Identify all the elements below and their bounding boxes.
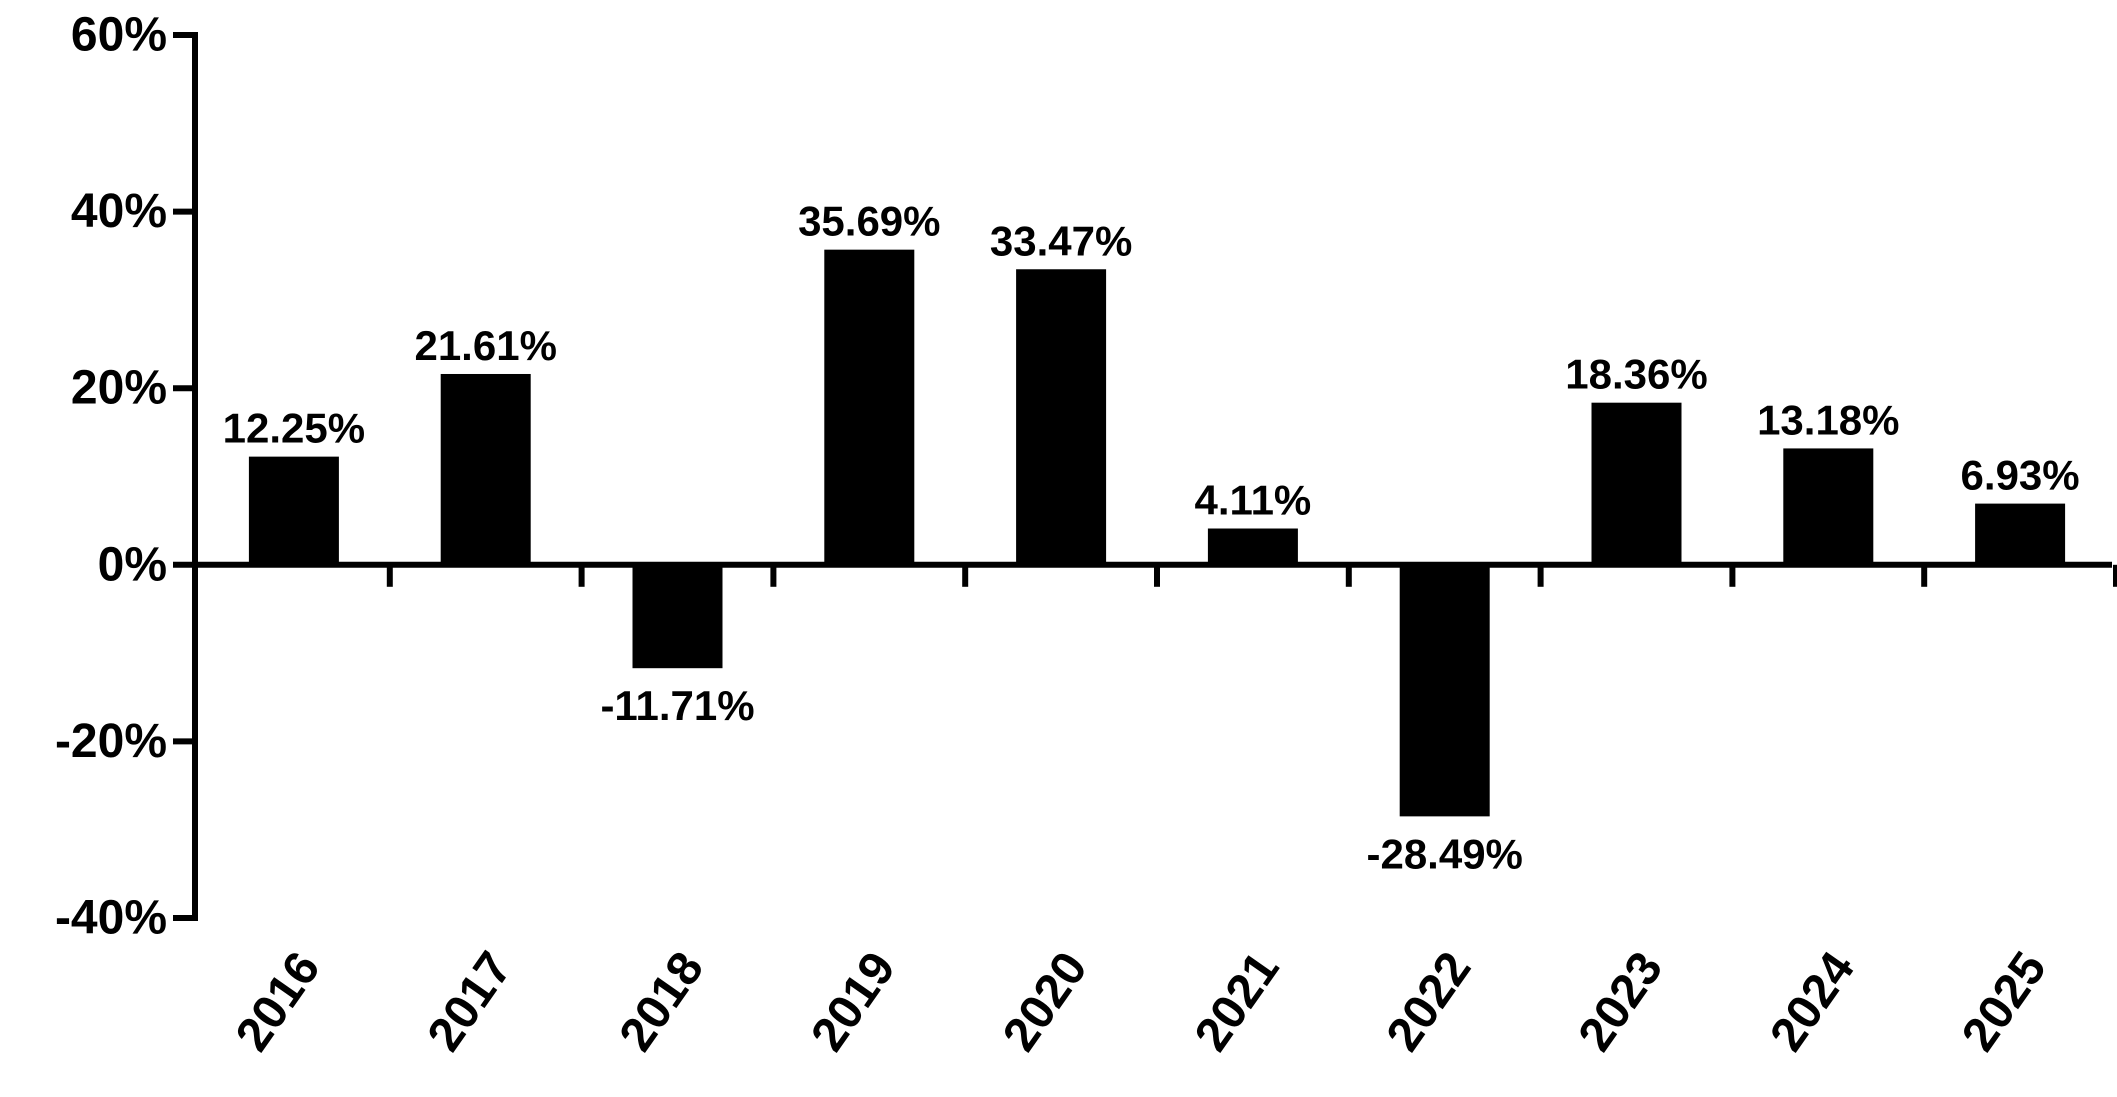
y-tick-label: 40%	[71, 185, 167, 238]
data-label: 21.61%	[414, 322, 556, 369]
x-tick-label: 2020	[993, 943, 1098, 1061]
data-label: 6.93%	[1961, 452, 2080, 499]
x-tick-label: 2023	[1569, 943, 1674, 1061]
y-axis: 60% 40% 20% 0% -20% -40%	[55, 9, 198, 945]
x-tick-label: 2018	[610, 943, 715, 1061]
data-label: 13.18%	[1757, 396, 1899, 443]
bar	[1207, 528, 1298, 565]
y-tick-label: 60%	[71, 9, 167, 62]
bar	[248, 456, 339, 565]
bar	[1591, 402, 1682, 565]
data-label: 18.36%	[1565, 351, 1707, 398]
bar	[1975, 503, 2066, 565]
x-tick-labels: 2016 2017 2018 2019 2020 2021 2022 2023 2024 2025	[226, 943, 2057, 1061]
bar	[1783, 448, 1874, 565]
bar	[1399, 564, 1490, 817]
x-tick-label: 2017	[418, 943, 523, 1061]
x-axis	[195, 561, 2117, 587]
x-tick-label: 2024	[1760, 943, 1865, 1061]
bar-labels: 12.25% 21.61% -11.71% 35.69% 33.47% 4.11% -28.…	[223, 198, 2080, 878]
x-tick-label: 2022	[1377, 943, 1482, 1061]
data-label: 33.47%	[990, 217, 1132, 264]
bar	[632, 564, 723, 669]
y-tick-label: -20%	[55, 715, 167, 768]
y-tick-label: 0%	[98, 538, 167, 591]
data-label: 12.25%	[223, 405, 365, 452]
bar	[1016, 269, 1107, 565]
bar	[440, 373, 531, 565]
x-tick-label: 2016	[226, 943, 331, 1061]
data-label: -11.71%	[600, 682, 754, 729]
y-tick-label: -40%	[55, 892, 167, 945]
bars	[248, 249, 2066, 817]
data-label: 35.69%	[798, 198, 940, 245]
x-tick-label: 2019	[801, 943, 906, 1061]
x-tick-label: 2025	[1952, 943, 2057, 1061]
x-tick-label: 2021	[1185, 943, 1290, 1061]
y-tick-label: 20%	[71, 362, 167, 415]
bar	[824, 249, 915, 565]
data-label: 4.11%	[1195, 477, 1312, 524]
data-label: -28.49%	[1366, 830, 1522, 877]
